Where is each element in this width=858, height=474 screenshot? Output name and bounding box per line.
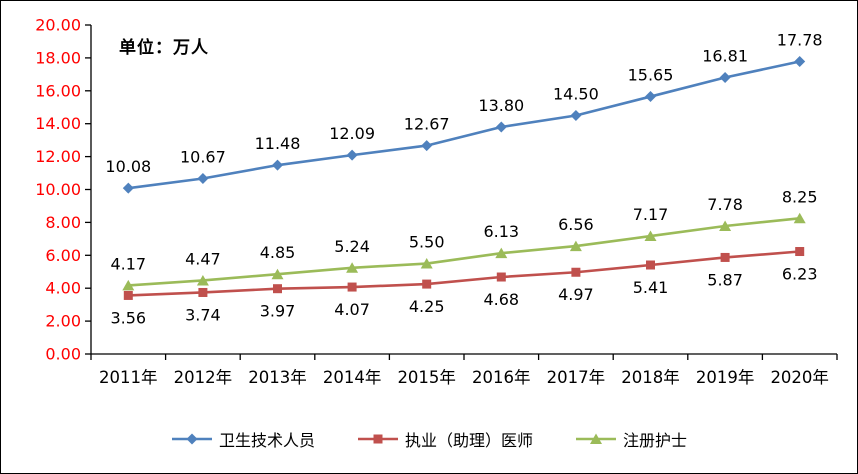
svg-text:2014年: 2014年 (323, 368, 382, 387)
svg-text:10.67: 10.67 (180, 147, 226, 166)
svg-text:4.97: 4.97 (558, 285, 594, 304)
svg-text:2015年: 2015年 (397, 368, 456, 387)
legend-label: 执业（助理）医师 (404, 431, 533, 450)
svg-text:4.25: 4.25 (409, 297, 445, 316)
unit-annotation: 单位：万人 (119, 38, 209, 58)
svg-text:2.00: 2.00 (45, 312, 81, 331)
svg-text:3.74: 3.74 (185, 305, 221, 324)
svg-text:18.00: 18.00 (35, 48, 81, 67)
svg-text:17.78: 17.78 (777, 31, 823, 50)
svg-text:20.00: 20.00 (35, 16, 81, 35)
svg-text:6.13: 6.13 (483, 222, 519, 241)
svg-text:4.17: 4.17 (110, 254, 146, 273)
svg-text:15.65: 15.65 (628, 66, 674, 85)
svg-text:2013年: 2013年 (248, 368, 307, 387)
svg-text:7.78: 7.78 (707, 195, 743, 214)
svg-text:12.67: 12.67 (404, 115, 450, 134)
svg-text:16.00: 16.00 (35, 81, 81, 100)
svg-text:12.09: 12.09 (329, 124, 375, 143)
svg-text:4.07: 4.07 (334, 300, 370, 319)
svg-text:2020年: 2020年 (770, 368, 829, 387)
svg-text:6.56: 6.56 (558, 215, 594, 234)
svg-text:4.00: 4.00 (45, 279, 81, 298)
svg-text:11.48: 11.48 (255, 134, 301, 153)
svg-text:2011年: 2011年 (99, 368, 158, 387)
svg-text:2012年: 2012年 (174, 368, 233, 387)
svg-text:10.08: 10.08 (105, 157, 151, 176)
svg-text:4.85: 4.85 (260, 243, 296, 262)
svg-text:2019年: 2019年 (696, 368, 755, 387)
svg-text:13.80: 13.80 (478, 96, 524, 115)
svg-text:14.50: 14.50 (553, 84, 599, 103)
svg-text:3.97: 3.97 (260, 302, 296, 321)
chart-legend: 卫生技术人员 执业（助理）医师 注册护士 (1, 427, 857, 451)
svg-text:5.41: 5.41 (633, 278, 669, 297)
svg-text:5.24: 5.24 (334, 237, 370, 256)
svg-text:12.00: 12.00 (35, 147, 81, 166)
svg-text:2017年: 2017年 (547, 368, 606, 387)
legend-marker-triangle-icon (576, 433, 616, 444)
svg-text:16.81: 16.81 (702, 46, 748, 65)
legend-item-licensed-physicians: 执业（助理）医师 (357, 427, 533, 451)
svg-text:6.00: 6.00 (45, 246, 81, 265)
svg-text:2016年: 2016年 (472, 368, 531, 387)
svg-text:4.68: 4.68 (483, 290, 519, 309)
legend-marker-square-icon (357, 434, 398, 444)
legend-label: 注册护士 (623, 431, 688, 450)
svg-text:5.87: 5.87 (707, 270, 743, 289)
svg-text:0.00: 0.00 (45, 345, 81, 364)
svg-text:8.25: 8.25 (782, 187, 818, 206)
legend-label: 卫生技术人员 (218, 431, 315, 450)
svg-text:5.50: 5.50 (409, 233, 445, 252)
svg-text:4.47: 4.47 (185, 249, 221, 268)
svg-text:10.00: 10.00 (35, 180, 81, 199)
svg-text:8.00: 8.00 (45, 213, 81, 232)
legend-marker-diamond-icon (171, 433, 212, 445)
svg-text:7.17: 7.17 (633, 205, 669, 224)
svg-text:2018年: 2018年 (621, 368, 680, 387)
legend-item-registered-nurses: 注册护士 (575, 427, 687, 451)
legend-item-health-technicians: 卫生技术人员 (171, 427, 315, 451)
svg-text:14.00: 14.00 (35, 114, 81, 133)
svg-text:6.23: 6.23 (782, 265, 818, 284)
svg-text:3.56: 3.56 (110, 308, 146, 327)
